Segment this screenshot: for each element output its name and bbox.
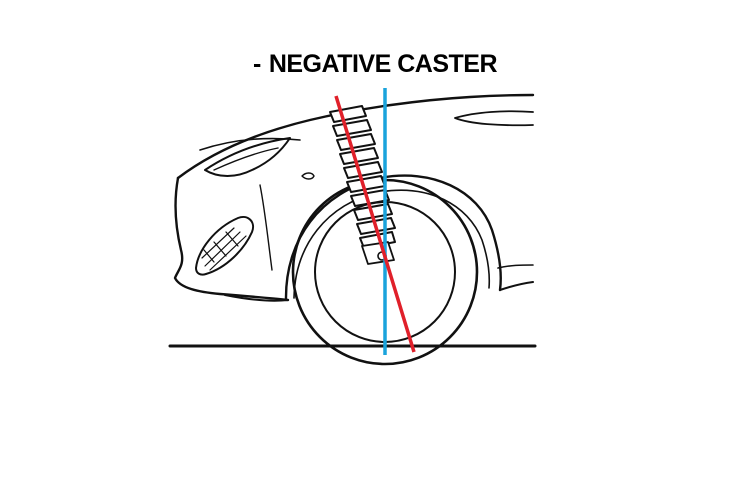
diagram-title: - NEGATIVE CASTER — [0, 50, 750, 79]
title-text: NEGATIVE CASTER — [268, 50, 498, 78]
side-intake — [195, 216, 254, 276]
headlight — [204, 137, 291, 177]
fender-crease — [259, 184, 273, 271]
fender-line — [199, 137, 301, 151]
side-vent — [454, 110, 534, 127]
intake-grille — [201, 227, 247, 271]
wheel-arch-inner — [293, 189, 491, 299]
front-bumper — [173, 176, 290, 302]
side-marker — [301, 172, 315, 180]
steering-axis-line — [334, 95, 416, 353]
headlight-inner — [213, 147, 279, 171]
lower-lip — [224, 294, 289, 302]
damper-body — [361, 241, 395, 265]
rocker-panel — [499, 281, 534, 291]
title-prefix: - — [253, 50, 261, 78]
door-line — [497, 264, 534, 269]
